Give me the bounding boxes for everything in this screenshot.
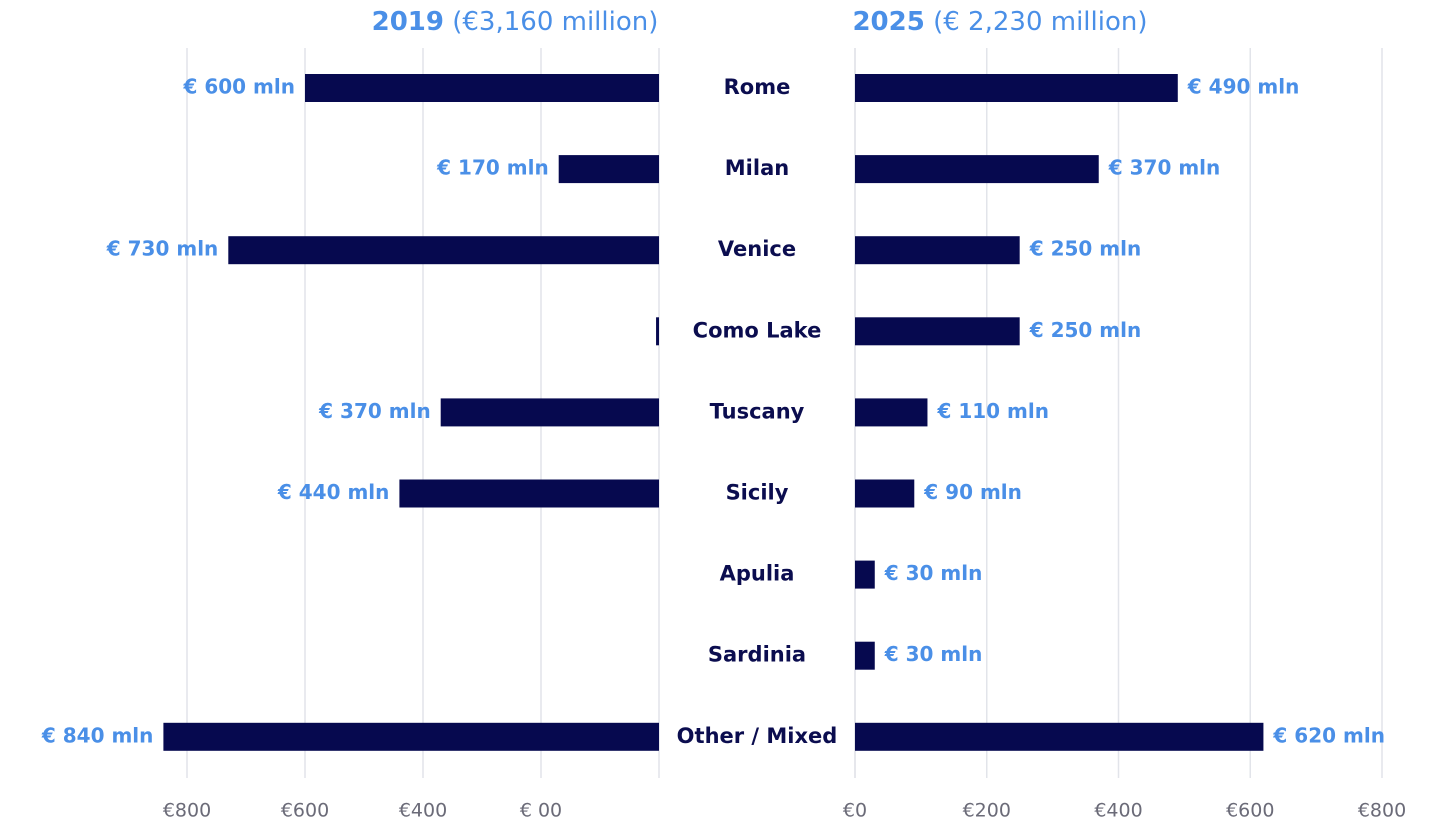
bar [855, 155, 1099, 184]
category-label: Apulia [720, 562, 795, 586]
bar [855, 236, 1020, 265]
value-label: € 90 mln [923, 480, 1022, 504]
left-title: 2019 (€3,160 million) [372, 7, 659, 37]
value-label: € 730 mln [106, 237, 219, 261]
category-label: Milan [725, 156, 789, 180]
value-label: € 110 mln [936, 399, 1049, 423]
bar [656, 317, 659, 346]
bar [855, 722, 1264, 751]
category-label: Venice [718, 237, 796, 261]
right-title: 2025 (€ 2,230 million) [852, 7, 1147, 37]
bar [558, 155, 659, 184]
title-year: 2019 [372, 7, 444, 37]
category-label: Como Lake [693, 318, 822, 342]
title-year: 2025 [852, 7, 924, 37]
bar [163, 722, 659, 751]
category-label: Sicily [726, 481, 789, 505]
title-total: (€ 2,230 million) [933, 7, 1147, 37]
x-tick-label: € 00 [520, 800, 562, 822]
value-label: € 370 mln [318, 399, 431, 423]
x-tick-label: €800 [1358, 800, 1406, 822]
bar [855, 560, 875, 589]
value-label: € 170 mln [436, 156, 549, 180]
category-label: Other / Mixed [677, 724, 838, 748]
value-label: € 30 mln [884, 642, 983, 666]
bar [855, 398, 928, 427]
title-total: (€3,160 million) [452, 7, 658, 37]
bar [855, 479, 915, 508]
category-label: Sardinia [708, 643, 806, 667]
bar [228, 236, 660, 265]
bar [855, 641, 875, 670]
value-label: € 600 mln [182, 75, 295, 99]
value-label: € 30 mln [884, 561, 983, 585]
x-tick-label: €0 [843, 800, 867, 822]
bar [305, 74, 659, 102]
value-label: € 250 mln [1029, 237, 1142, 261]
value-label: € 620 mln [1272, 723, 1385, 747]
x-tick-label: €600 [1226, 800, 1274, 822]
value-label: € 440 mln [277, 480, 390, 504]
x-tick-label: €600 [281, 800, 329, 822]
bar [399, 479, 659, 508]
x-tick-label: €400 [1094, 800, 1142, 822]
value-label: € 370 mln [1108, 156, 1221, 180]
x-tick-label: €400 [399, 800, 447, 822]
category-label: Rome [724, 75, 791, 99]
x-tick-label: €200 [963, 800, 1011, 822]
value-label: € 490 mln [1187, 75, 1300, 99]
bar [440, 398, 659, 427]
bar [855, 317, 1020, 346]
x-tick-label: €800 [163, 800, 211, 822]
value-label: € 840 mln [41, 723, 154, 747]
value-label: € 250 mln [1029, 318, 1142, 342]
bar [855, 74, 1178, 102]
category-label: Tuscany [710, 399, 805, 423]
